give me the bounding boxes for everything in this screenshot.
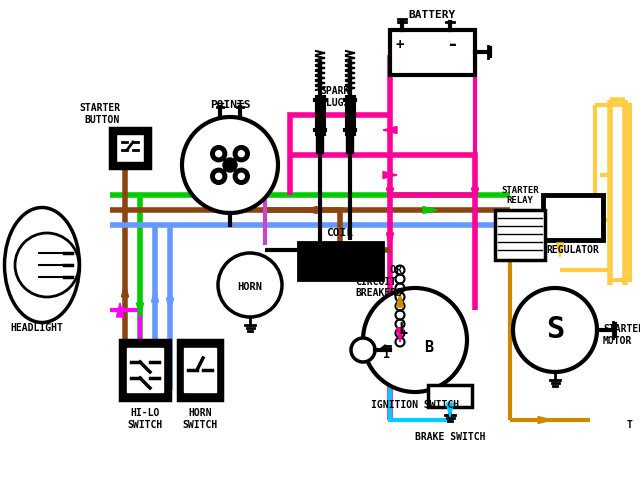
Text: STARTER
RELAY: STARTER RELAY <box>501 186 539 205</box>
Polygon shape <box>472 188 479 202</box>
Circle shape <box>363 288 467 392</box>
Polygon shape <box>447 403 454 417</box>
Text: HEADLIGHT: HEADLIGHT <box>11 323 63 333</box>
Text: T: T <box>627 420 633 430</box>
Text: HORN
SWITCH: HORN SWITCH <box>182 408 218 430</box>
Circle shape <box>513 288 597 372</box>
Bar <box>428 385 472 407</box>
Circle shape <box>234 146 250 162</box>
Bar <box>127 348 163 392</box>
Bar <box>298 242 383 280</box>
Bar <box>120 340 170 400</box>
Polygon shape <box>116 303 124 317</box>
Circle shape <box>216 173 221 180</box>
Polygon shape <box>122 283 129 297</box>
Polygon shape <box>387 188 394 202</box>
Ellipse shape <box>4 207 79 323</box>
Text: B: B <box>424 340 433 356</box>
Text: POINTS: POINTS <box>210 100 250 110</box>
Text: +: + <box>396 38 404 52</box>
Bar <box>543 195 603 240</box>
Circle shape <box>234 168 250 184</box>
Text: BRAKE SWITCH: BRAKE SWITCH <box>415 432 485 442</box>
Circle shape <box>218 253 282 317</box>
Text: S: S <box>546 315 564 345</box>
Circle shape <box>238 173 244 180</box>
Bar <box>110 128 150 168</box>
Circle shape <box>351 338 375 362</box>
Text: L: L <box>399 323 408 337</box>
Text: IGNITION SWITCH: IGNITION SWITCH <box>371 400 459 410</box>
Text: FUSES OR
CIRCUIT
BREAKERS: FUSES OR CIRCUIT BREAKERS <box>355 265 402 298</box>
Bar <box>178 340 222 400</box>
Circle shape <box>238 151 244 156</box>
Bar <box>110 128 150 168</box>
Polygon shape <box>397 328 403 342</box>
Circle shape <box>211 146 227 162</box>
Bar <box>184 348 216 392</box>
Bar <box>495 210 545 260</box>
Polygon shape <box>152 288 159 302</box>
Text: COIL: COIL <box>326 228 353 238</box>
Bar <box>116 134 144 162</box>
Text: STARTER
MOTOR: STARTER MOTOR <box>603 324 640 346</box>
Polygon shape <box>303 206 317 214</box>
Polygon shape <box>387 233 394 247</box>
Text: -: - <box>446 36 458 55</box>
Bar <box>390 30 475 75</box>
Circle shape <box>223 158 237 172</box>
Text: BATTERY: BATTERY <box>408 10 456 20</box>
Circle shape <box>182 117 278 213</box>
Polygon shape <box>538 417 552 423</box>
Text: SPARK
PLUGS: SPARK PLUGS <box>320 86 349 108</box>
Polygon shape <box>557 243 563 257</box>
Bar <box>178 340 222 400</box>
Polygon shape <box>383 171 397 179</box>
Text: STARTER
BUTTON: STARTER BUTTON <box>79 103 120 125</box>
Text: I: I <box>383 348 391 361</box>
Polygon shape <box>383 127 397 133</box>
Polygon shape <box>397 293 403 307</box>
Circle shape <box>216 151 221 156</box>
Text: HORN: HORN <box>237 282 262 292</box>
Bar <box>120 340 170 400</box>
Polygon shape <box>423 206 437 214</box>
Polygon shape <box>136 303 143 317</box>
Text: HI-LO
SWITCH: HI-LO SWITCH <box>127 408 163 430</box>
Circle shape <box>211 168 227 184</box>
Text: REGULATOR: REGULATOR <box>547 245 600 255</box>
Polygon shape <box>166 298 173 312</box>
